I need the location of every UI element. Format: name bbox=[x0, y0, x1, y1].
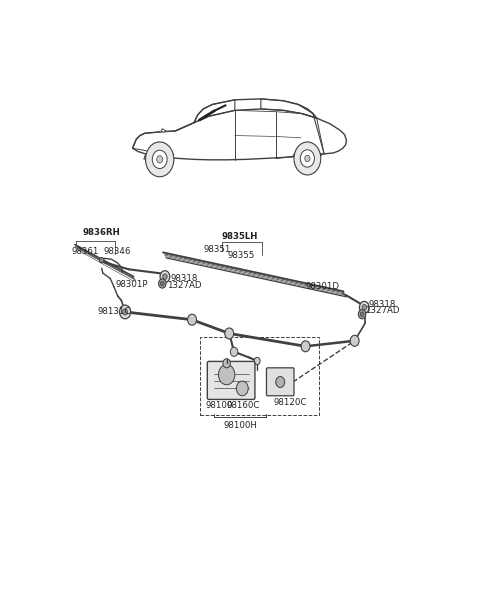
Circle shape bbox=[122, 309, 128, 315]
Circle shape bbox=[188, 314, 196, 325]
Text: 98120C: 98120C bbox=[274, 397, 307, 407]
Circle shape bbox=[120, 305, 131, 319]
Circle shape bbox=[301, 341, 310, 352]
Text: 98361: 98361 bbox=[71, 247, 98, 256]
Polygon shape bbox=[161, 129, 166, 132]
Text: 98160C: 98160C bbox=[227, 402, 260, 411]
Circle shape bbox=[360, 302, 369, 314]
Circle shape bbox=[152, 150, 167, 168]
Circle shape bbox=[350, 336, 359, 346]
Circle shape bbox=[158, 279, 166, 288]
Text: 98318: 98318 bbox=[171, 274, 198, 283]
Text: 98131C: 98131C bbox=[97, 308, 131, 317]
Text: 98355: 98355 bbox=[228, 251, 255, 260]
Circle shape bbox=[360, 312, 364, 317]
Circle shape bbox=[230, 347, 238, 356]
Circle shape bbox=[218, 365, 235, 385]
Circle shape bbox=[160, 271, 170, 283]
Text: 1327AD: 1327AD bbox=[365, 306, 399, 315]
Text: 98318: 98318 bbox=[368, 300, 396, 309]
Circle shape bbox=[305, 155, 310, 162]
Circle shape bbox=[160, 281, 164, 286]
Text: 98301D: 98301D bbox=[305, 282, 339, 291]
Circle shape bbox=[223, 359, 230, 368]
Text: 9836RH: 9836RH bbox=[83, 228, 120, 237]
Text: 98100H: 98100H bbox=[224, 421, 257, 430]
Circle shape bbox=[236, 381, 248, 396]
Text: 9835LH: 9835LH bbox=[222, 232, 258, 241]
Text: 98100: 98100 bbox=[205, 402, 232, 411]
Circle shape bbox=[254, 357, 260, 365]
Circle shape bbox=[157, 156, 163, 163]
Circle shape bbox=[276, 377, 285, 387]
Circle shape bbox=[163, 274, 167, 280]
Circle shape bbox=[225, 328, 234, 339]
Circle shape bbox=[99, 258, 104, 263]
Text: 98346: 98346 bbox=[104, 247, 131, 256]
Bar bbox=[200, 337, 319, 415]
Circle shape bbox=[362, 305, 367, 310]
FancyBboxPatch shape bbox=[266, 368, 294, 396]
Text: 98301P: 98301P bbox=[115, 280, 147, 289]
Circle shape bbox=[145, 142, 174, 177]
Circle shape bbox=[300, 150, 314, 167]
Text: 98351: 98351 bbox=[203, 245, 230, 253]
FancyBboxPatch shape bbox=[207, 361, 255, 399]
Text: 1327AD: 1327AD bbox=[167, 281, 202, 290]
Circle shape bbox=[294, 142, 321, 175]
Circle shape bbox=[359, 309, 366, 319]
